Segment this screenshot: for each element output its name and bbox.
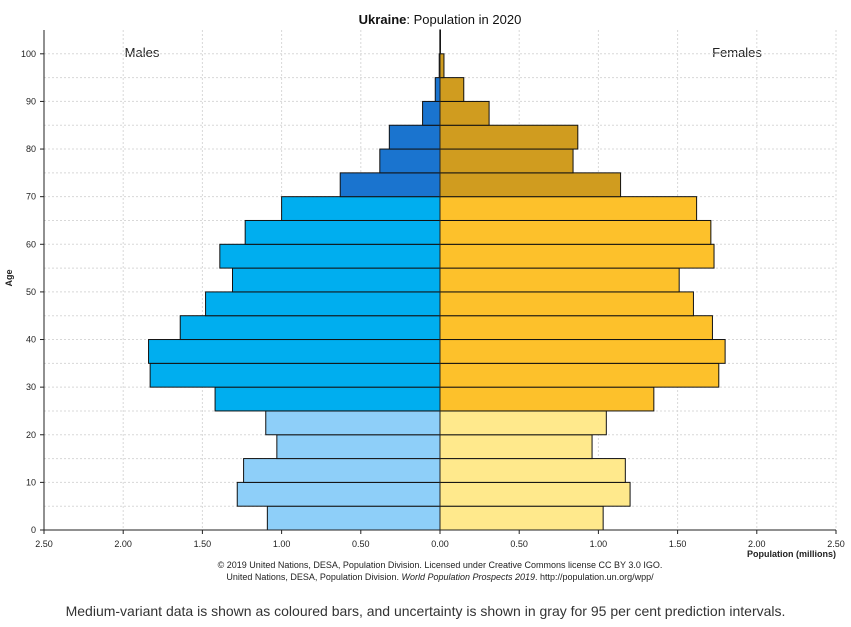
y-tick-label: 0 [31, 525, 36, 535]
female-bar [439, 267, 680, 293]
female-bar [439, 481, 631, 507]
female-bar [439, 339, 726, 364]
chart-title-country: Ukraine [359, 12, 407, 27]
female-bar [439, 291, 694, 317]
female-bar [439, 148, 574, 174]
female-bar [439, 458, 626, 483]
x-tick-label: 1.00 [590, 539, 608, 549]
x-tick-label: 0.00 [431, 539, 449, 549]
female-bar [439, 362, 720, 388]
males-label: Males [125, 45, 160, 60]
male-bar [236, 481, 441, 507]
female-bar [439, 434, 593, 460]
x-tick-label: 1.00 [273, 539, 291, 549]
credit-line-2-prefix: United Nations, DESA, Population Divisio… [226, 572, 401, 582]
credit-line-2-italic: World Population Prospects 2019 [401, 572, 535, 582]
female-bar [439, 315, 713, 341]
male-bar [231, 267, 441, 293]
female-bar [439, 196, 698, 221]
female-bar [439, 243, 715, 269]
y-tick-label: 40 [26, 335, 36, 345]
male-bar [244, 219, 441, 245]
female-bar [439, 124, 579, 150]
female-bar [439, 53, 445, 79]
male-bar [379, 148, 441, 174]
male-bar [243, 458, 441, 483]
bars-group [148, 29, 726, 531]
female-bar [439, 219, 712, 245]
y-tick-label: 100 [21, 49, 36, 59]
axes-group: 2.50 2.00 1.50 1.00 0.50 0.00 0.50 1.00 1.50 2.00… [21, 30, 845, 549]
x-tick-label: 0.50 [352, 539, 370, 549]
x-tick-label: 2.50 [35, 539, 53, 549]
chart-title: Ukraine: Population in 2020 [359, 12, 522, 27]
female-bar [439, 410, 607, 436]
male-bar [148, 339, 441, 364]
male-bar [422, 100, 441, 126]
credit-line-2-suffix: . http://population.un.org/wpp/ [535, 572, 654, 582]
y-tick-label: 80 [26, 144, 36, 154]
male-bar [265, 410, 441, 436]
male-bar [149, 362, 441, 388]
male-bar [276, 434, 441, 460]
y-axis-label: Age [4, 269, 14, 286]
x-axis-label: Population (millions) [747, 549, 836, 559]
x-tick-label: 1.50 [194, 539, 212, 549]
y-tick-label: 20 [26, 430, 36, 440]
chart-title-rest: : Population in 2020 [406, 12, 521, 27]
male-bar [219, 243, 441, 269]
female-bar [439, 100, 490, 126]
y-tick-label: 30 [26, 382, 36, 392]
population-pyramid-chart: Ukraine: Population in 2020 Males Female… [4, 12, 845, 582]
male-bar [339, 172, 441, 198]
y-tick-label: 90 [26, 96, 36, 106]
female-bar [439, 505, 604, 531]
credit-line-1: © 2019 United Nations, DESA, Population … [218, 560, 663, 570]
y-tick-label: 60 [26, 239, 36, 249]
male-bar [281, 196, 441, 221]
x-tick-label: 1.50 [669, 539, 687, 549]
male-bar [434, 77, 441, 102]
x-tick-label: 2.00 [114, 539, 132, 549]
female-bar [439, 172, 622, 198]
male-bar [214, 386, 441, 412]
male-bar [179, 315, 441, 341]
x-tick-label: 2.00 [748, 539, 766, 549]
chart-caption: Medium-variant data is shown as coloured… [65, 603, 786, 619]
credit-line-2: United Nations, DESA, Population Divisio… [226, 572, 654, 582]
male-bar [205, 291, 441, 317]
x-tick-label: 0.50 [510, 539, 528, 549]
female-bar [439, 77, 465, 102]
x-tick-label: 2.50 [827, 539, 845, 549]
y-tick-label: 50 [26, 287, 36, 297]
y-tick-label: 70 [26, 192, 36, 202]
females-label: Females [712, 45, 762, 60]
female-bar [439, 386, 655, 412]
male-bar [266, 505, 441, 531]
y-tick-label: 10 [26, 477, 36, 487]
male-bar [388, 124, 441, 150]
